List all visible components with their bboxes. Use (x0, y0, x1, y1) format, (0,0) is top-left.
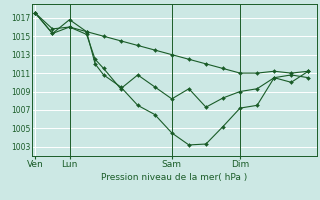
X-axis label: Pression niveau de la mer( hPa ): Pression niveau de la mer( hPa ) (101, 173, 248, 182)
